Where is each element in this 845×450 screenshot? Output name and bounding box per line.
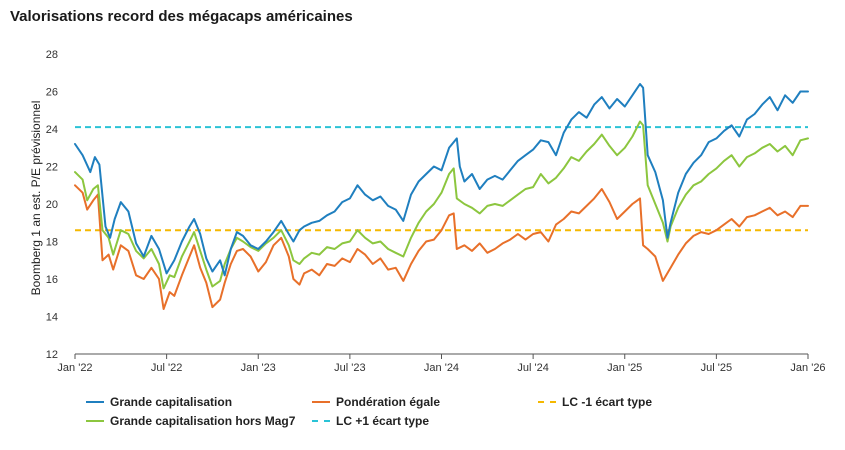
y-tick-label: 26 [46,87,58,99]
x-tick-label: Jul '22 [151,362,182,374]
x-tick-label: Jan '25 [607,362,642,374]
y-axis-label: Boomberg 1 an est. P/E prévisionnel [29,101,43,296]
x-tick-label: Jul '24 [517,362,548,374]
y-tick-label: 14 [46,312,58,324]
x-tick-label: Jan '23 [241,362,276,374]
series-line-grande-capitalisation [74,83,809,277]
y-tick-label: 12 [46,349,58,361]
y-tick-label: 20 [46,199,58,211]
x-tick-label: Jul '25 [701,362,732,374]
x-tick-label: Jan '22 [57,362,92,374]
y-tick-label: 16 [46,274,58,286]
y-tick-label: 22 [46,162,58,174]
x-tick-label: Jan '26 [790,362,825,374]
x-tick-label: Jan '24 [424,362,459,374]
series-line-ponderation-egale [74,184,809,310]
y-tick-label: 18 [46,237,58,249]
x-tick-label: Jul '23 [334,362,365,374]
y-tick-label: 24 [46,124,58,136]
y-tick-label: 28 [46,49,58,61]
chart-title: Valorisations record des mégacaps améric… [10,8,353,25]
series-line-grande-capitalisation-hors-mag7 [74,120,809,290]
